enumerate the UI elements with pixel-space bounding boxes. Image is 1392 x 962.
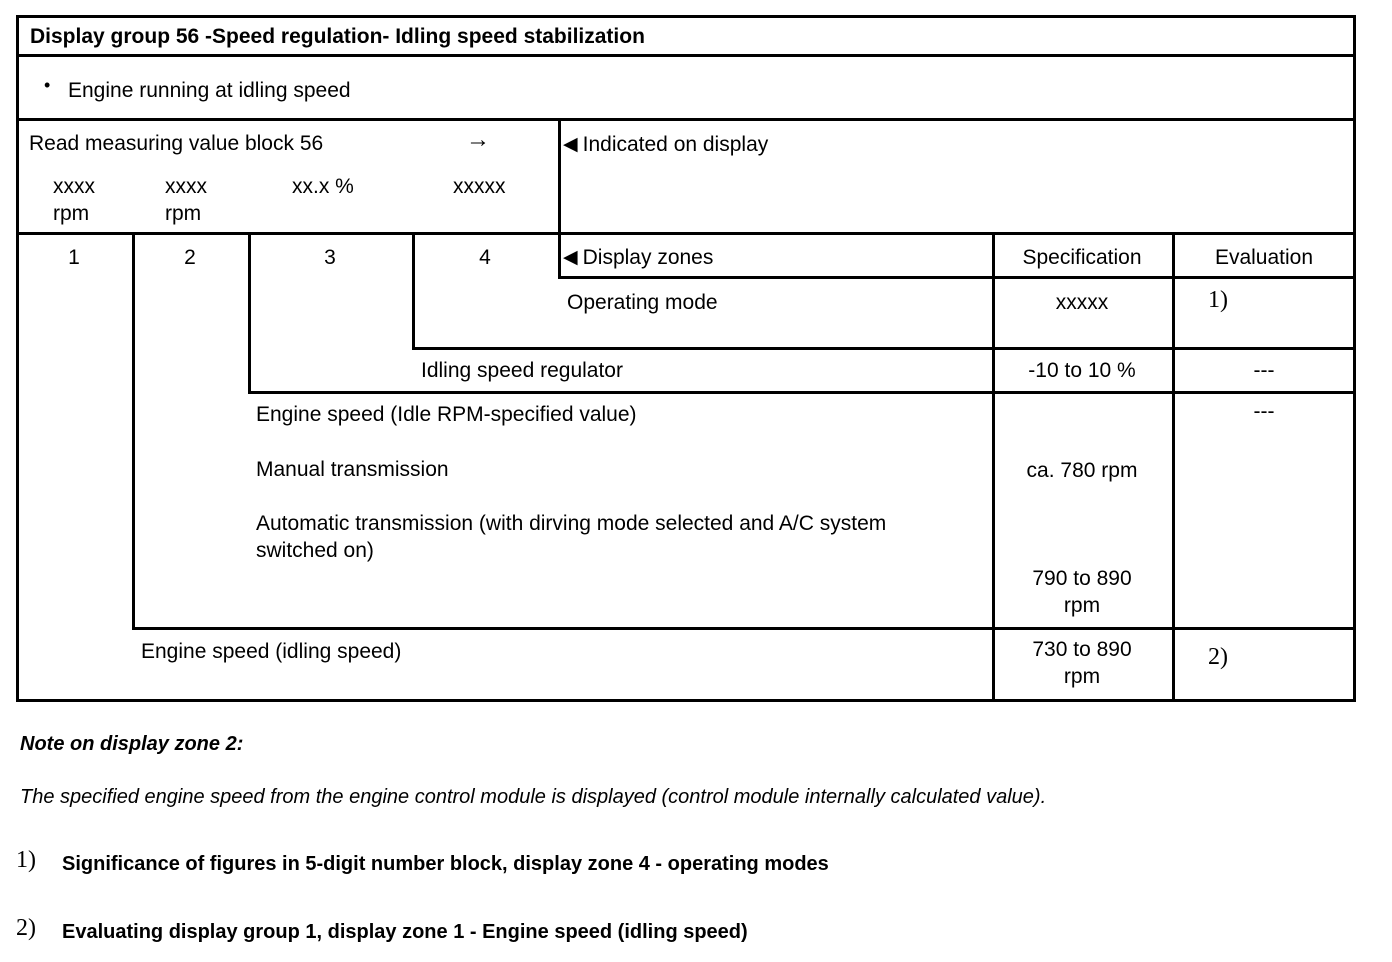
- indicated-on-display-label: Indicated on display: [582, 133, 769, 156]
- display-zones-header: ◀ Display zones: [563, 244, 713, 271]
- row-operating-mode-label: Operating mode: [567, 291, 718, 314]
- divider: [16, 54, 1356, 57]
- specification-header: Specification: [1022, 246, 1142, 269]
- row-engine-speed-specified-heading: Engine speed (Idle RPM-specified value): [256, 403, 637, 426]
- indicated-on-display: ◀ Indicated on display: [563, 131, 768, 158]
- divider: [1172, 232, 1175, 702]
- row-engine-speed-idling-spec: 730 to 890 rpm: [1032, 638, 1132, 688]
- left-pointer-icon: ◀: [563, 247, 578, 268]
- left-pointer-icon: ◀: [563, 134, 578, 155]
- row-automatic-transmission-spec: 790 to 890 rpm: [1032, 567, 1132, 617]
- zone-number-4: 4: [479, 246, 491, 269]
- condition-text: Engine running at idling speed: [68, 79, 351, 102]
- row-idling-regulator-spec: -10 to 10 %: [1028, 359, 1136, 382]
- display-value-3: xx.x %: [292, 175, 354, 198]
- row-engine-speed-idling-eval: 2): [1208, 644, 1228, 670]
- divider: [16, 232, 1356, 235]
- divider: [558, 276, 1356, 279]
- display-value-1: xxxx rpm: [53, 175, 95, 225]
- footnote-1-text: Significance of figures in 5-digit numbe…: [62, 853, 829, 875]
- row-engine-speed-idling-label: Engine speed (idling speed): [141, 640, 402, 663]
- read-instruction: Read measuring value block 56: [29, 132, 324, 155]
- arrow-right-icon: →: [466, 126, 490, 153]
- row-automatic-transmission-label: Automatic transmission (with dirving mod…: [256, 512, 887, 562]
- row-manual-transmission-label: Manual transmission: [256, 458, 449, 481]
- divider: [132, 232, 135, 630]
- row-idling-regulator-eval: ---: [1253, 359, 1275, 382]
- bullet-icon: •: [44, 75, 51, 95]
- zone-number-1: 1: [68, 246, 80, 269]
- footnote-2-marker: 2): [16, 915, 36, 941]
- display-value-2: xxxx rpm: [165, 175, 207, 225]
- divider: [248, 232, 251, 394]
- row-operating-mode-spec: xxxxx: [1055, 291, 1109, 314]
- divider: [412, 232, 415, 350]
- divider: [248, 391, 1356, 394]
- row-manual-transmission-spec: ca. 780 rpm: [1026, 459, 1138, 482]
- divider: [992, 232, 995, 702]
- row-operating-mode-eval: 1): [1208, 287, 1228, 313]
- table-title: Display group 56 -Speed regulation- Idli…: [30, 25, 645, 48]
- row-idling-regulator-label: Idling speed regulator: [421, 359, 623, 382]
- divider: [558, 118, 561, 279]
- note-body: The specified engine speed from the engi…: [20, 786, 1047, 808]
- display-zones-label: Display zones: [582, 246, 714, 269]
- note-heading: Note on display zone 2:: [20, 733, 244, 755]
- divider: [132, 627, 1356, 630]
- divider: [16, 118, 1356, 121]
- divider: [412, 347, 1356, 350]
- zone-number-2: 2: [184, 246, 196, 269]
- footnote-1-marker: 1): [16, 847, 36, 873]
- display-value-4: xxxxx: [453, 175, 506, 198]
- evaluation-header: Evaluation: [1214, 246, 1314, 269]
- zone-number-3: 3: [324, 246, 336, 269]
- footnote-2-text: Evaluating display group 1, display zone…: [62, 921, 748, 943]
- table-outer-border: [16, 15, 1356, 702]
- row-engine-speed-specified-eval: ---: [1253, 400, 1275, 423]
